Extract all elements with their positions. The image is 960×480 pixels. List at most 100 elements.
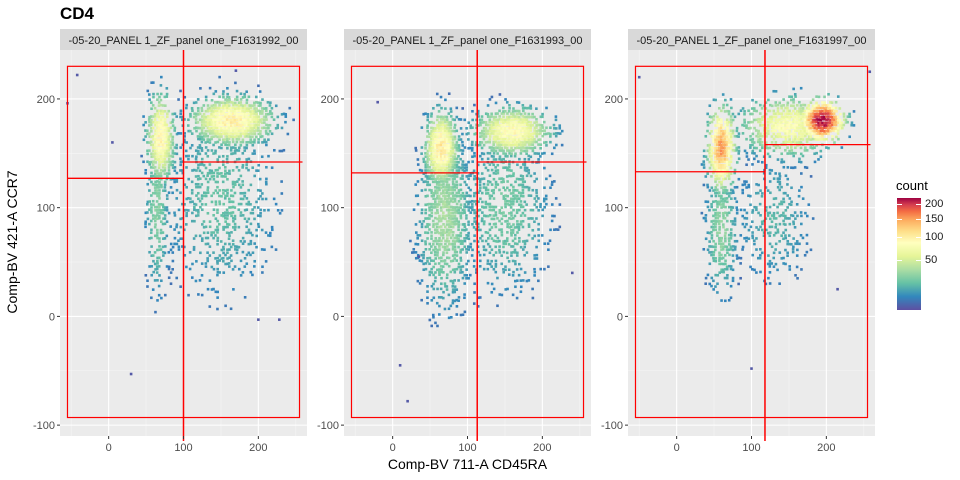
hexbin-cell <box>455 288 459 291</box>
hexbin-cell <box>442 143 445 147</box>
hexbin-cell <box>232 103 235 107</box>
hexbin-cell <box>247 132 251 136</box>
hexbin-cell <box>776 144 780 147</box>
hexbin-cell <box>725 143 729 146</box>
hexbin-cell <box>229 194 233 197</box>
hexbin-cell <box>807 126 811 130</box>
hexbin-cell <box>527 186 531 190</box>
hexbin-cell <box>494 135 498 138</box>
hexbin-cell <box>727 152 731 155</box>
hexbin-cell <box>527 188 531 192</box>
hexbin-cell <box>459 234 462 238</box>
hexbin-cell <box>731 118 735 122</box>
hexbin-cell <box>153 113 157 116</box>
hexbin-cell <box>461 177 464 180</box>
hexbin-cell <box>778 135 781 138</box>
hexbin-cell <box>146 202 149 206</box>
hexbin-cell <box>245 202 249 206</box>
hexbin-cell <box>263 107 266 110</box>
hexbin-cell <box>513 109 517 113</box>
hexbin-cell <box>156 132 159 135</box>
hexbin-cell <box>710 194 713 198</box>
hexbin-cell <box>243 129 247 133</box>
hexbin-cell <box>488 163 492 166</box>
hexbin-cell <box>805 132 809 136</box>
hexbin-cell <box>173 214 177 217</box>
outlier-point <box>637 75 641 79</box>
hexbin-cell <box>206 154 210 158</box>
hexbin-cell <box>433 250 437 254</box>
hexbin-cell <box>730 121 733 124</box>
hexbin-cell <box>523 118 527 121</box>
hexbin-cell <box>218 75 221 79</box>
hexbin-cell <box>270 225 274 229</box>
hexbin-cell <box>228 141 231 144</box>
hexbin-cell <box>418 234 422 237</box>
hexbin-cell <box>513 214 517 218</box>
hexbin-cell <box>482 248 486 252</box>
hexbin-cell <box>502 135 505 138</box>
hexbin-cell <box>198 112 202 116</box>
hexbin-cell <box>535 177 538 181</box>
hexbin-cell <box>159 228 163 232</box>
hexbin-cell <box>251 143 255 147</box>
hexbin-cell <box>521 138 525 141</box>
hexbin-cell <box>716 115 719 119</box>
hexbin-cell <box>830 129 834 132</box>
hexbin-cell <box>210 104 214 108</box>
hexbin-cell <box>159 151 163 155</box>
hexbin-cell <box>710 276 714 280</box>
hexbin-cell <box>516 124 519 127</box>
hexbin-cell <box>467 209 471 212</box>
hexbin-cell <box>424 242 427 246</box>
hexbin-cell <box>208 141 212 144</box>
hexbin-cell <box>758 202 762 206</box>
hexbin-cell <box>257 115 261 118</box>
hexbin-cell <box>430 137 433 141</box>
hexbin-cell <box>259 130 262 133</box>
hexbin-cell <box>220 123 223 127</box>
hexbin-cell <box>214 203 218 206</box>
hexbin-cell <box>727 146 731 150</box>
hexbin-cell <box>503 239 507 243</box>
hexbin-cell <box>721 242 725 246</box>
hexbin-cell <box>235 129 239 133</box>
hexbin-cell <box>510 118 513 122</box>
hexbin-cell <box>447 183 451 187</box>
hexbin-cell <box>249 124 252 127</box>
hexbin-cell <box>202 132 206 135</box>
hexbin-cell <box>445 186 449 189</box>
hexbin-cell <box>449 214 453 218</box>
hexbin-cell <box>149 231 153 234</box>
hexbin-cell <box>181 202 184 206</box>
hexbin-cell <box>200 123 204 127</box>
hexbin-cell <box>253 101 256 105</box>
hexbin-cell <box>799 129 803 133</box>
hexbin-cell <box>798 138 801 141</box>
hexbin-cell <box>729 132 733 136</box>
hexbin-cell <box>455 239 459 243</box>
hexbin-cell <box>214 115 217 119</box>
hexbin-cell <box>827 129 830 133</box>
hexbin-cell <box>482 253 486 257</box>
hexbin-cell <box>722 129 725 133</box>
outlier-point <box>257 318 260 321</box>
hexbin-cell <box>488 205 492 209</box>
hexbin-cell <box>765 206 768 209</box>
hexbin-cell <box>505 115 509 119</box>
hexbin-cell <box>800 107 803 110</box>
hexbin-cell <box>533 138 536 141</box>
hexbin-cell <box>721 151 725 155</box>
hexbin-cell <box>453 146 457 149</box>
hexbin-cell <box>747 228 751 232</box>
hexbin-cell <box>457 220 461 224</box>
hexbin-cell <box>504 129 507 132</box>
hexbin-cell <box>516 194 519 198</box>
hexbin-cell <box>445 126 449 130</box>
hexbin-cell <box>204 98 208 102</box>
hexbin-cell <box>780 115 784 118</box>
hexbin-cell <box>198 135 202 138</box>
hexbin-cell <box>819 110 822 113</box>
hexbin-cell <box>204 191 208 195</box>
hexbin-cell <box>243 135 247 138</box>
